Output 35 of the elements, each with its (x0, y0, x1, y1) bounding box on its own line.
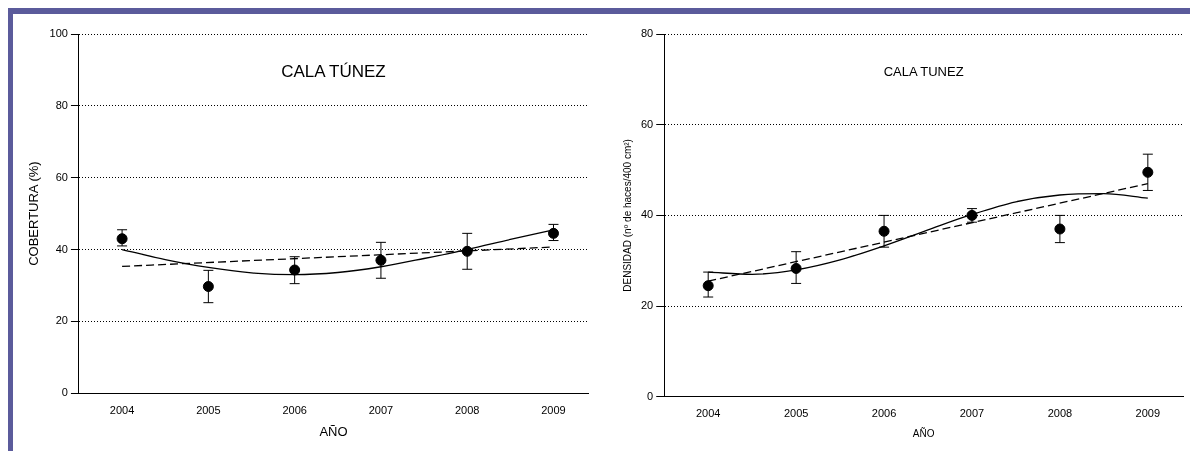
y-axis-title: DENSIDAD (nº de haces/400 cm²) (621, 139, 633, 292)
x-tick-label: 2005 (196, 403, 221, 416)
x-tick-label: 2006 (282, 403, 307, 416)
text: CALA TUNEZ (883, 63, 964, 79)
point (702, 280, 714, 292)
x-tick-label: 2008 (1047, 407, 1073, 420)
y-tick-label: 20 (55, 314, 68, 327)
y-tick-label: 0 (647, 389, 654, 402)
x-tick-label: 2004 (695, 407, 721, 420)
point (202, 281, 214, 293)
x-tick-label: 2004 (109, 403, 135, 416)
point (547, 227, 559, 239)
point (461, 245, 473, 257)
y-tick-label: 0 (61, 386, 68, 399)
x-axis-title: AÑO (912, 426, 935, 439)
y-tick-label: 60 (55, 170, 68, 183)
x-tick-label: 2009 (1135, 407, 1161, 420)
y-tick-label: 20 (640, 299, 654, 312)
point (1142, 166, 1154, 178)
x-tick-label: 2006 (871, 407, 897, 420)
x-tick-label: 2009 (541, 403, 566, 416)
x-axis-title: AÑO (319, 423, 348, 439)
x-tick-label: 2007 (959, 407, 985, 420)
y-tick-label: 60 (640, 117, 654, 130)
x-tick-label: 2005 (783, 407, 809, 420)
y-tick-label: 80 (640, 27, 654, 40)
y-tick-label: 40 (55, 242, 68, 255)
y-tick-label: 80 (55, 98, 68, 111)
y-axis-title: COBERTURA (%) (26, 161, 42, 266)
y-tick-label: 40 (640, 208, 654, 221)
text: CALA TÚNEZ (281, 61, 386, 81)
x-tick-label: 2007 (368, 403, 394, 416)
x-tick-label: 2008 (454, 403, 480, 416)
y-tick-label: 100 (49, 27, 68, 40)
point (289, 264, 301, 276)
